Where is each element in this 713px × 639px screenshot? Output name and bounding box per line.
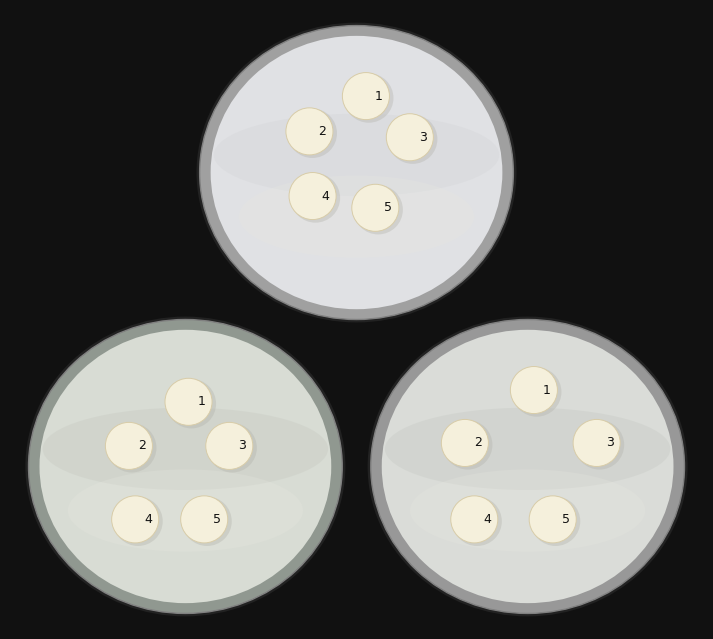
Text: 4: 4: [483, 513, 491, 526]
Ellipse shape: [385, 408, 670, 490]
Text: 3: 3: [238, 440, 246, 452]
Ellipse shape: [531, 497, 580, 546]
Ellipse shape: [410, 470, 645, 551]
Ellipse shape: [200, 26, 513, 320]
Ellipse shape: [183, 497, 232, 546]
Ellipse shape: [371, 320, 684, 613]
Text: A: A: [466, 293, 480, 311]
Ellipse shape: [529, 496, 576, 543]
Ellipse shape: [344, 73, 394, 123]
Ellipse shape: [352, 184, 399, 231]
Text: C: C: [637, 587, 650, 604]
Ellipse shape: [453, 497, 502, 546]
Ellipse shape: [206, 422, 253, 470]
Ellipse shape: [29, 320, 342, 613]
Ellipse shape: [197, 22, 516, 323]
Ellipse shape: [106, 422, 153, 470]
Ellipse shape: [287, 109, 337, 158]
Text: 5: 5: [384, 201, 392, 214]
Ellipse shape: [214, 114, 499, 196]
Text: 1: 1: [543, 383, 550, 397]
Ellipse shape: [43, 408, 328, 490]
Text: 1: 1: [375, 89, 383, 103]
Ellipse shape: [575, 420, 624, 470]
Ellipse shape: [165, 378, 212, 426]
Text: 2: 2: [474, 436, 482, 449]
Ellipse shape: [388, 114, 437, 164]
Ellipse shape: [342, 73, 389, 119]
Text: 3: 3: [605, 436, 613, 449]
Ellipse shape: [113, 497, 163, 546]
Ellipse shape: [239, 176, 474, 258]
Text: 5: 5: [213, 513, 221, 526]
Ellipse shape: [443, 420, 493, 470]
Text: B: B: [294, 587, 308, 604]
Text: 2: 2: [138, 440, 145, 452]
Ellipse shape: [511, 367, 558, 413]
Text: 1: 1: [198, 396, 205, 408]
Text: 3: 3: [419, 131, 426, 144]
Ellipse shape: [26, 316, 345, 617]
Ellipse shape: [573, 419, 620, 466]
Ellipse shape: [386, 114, 434, 161]
Ellipse shape: [451, 496, 498, 543]
Ellipse shape: [291, 173, 340, 222]
Ellipse shape: [286, 108, 333, 155]
Ellipse shape: [441, 419, 488, 466]
Ellipse shape: [207, 423, 257, 472]
Text: 5: 5: [562, 513, 570, 526]
Ellipse shape: [381, 330, 674, 603]
Ellipse shape: [112, 496, 159, 543]
Ellipse shape: [210, 36, 503, 309]
Ellipse shape: [354, 185, 403, 235]
Text: 4: 4: [144, 513, 152, 526]
Text: 4: 4: [322, 190, 329, 203]
Ellipse shape: [107, 423, 156, 472]
Ellipse shape: [512, 367, 561, 417]
Ellipse shape: [180, 496, 227, 543]
Ellipse shape: [68, 470, 303, 551]
Ellipse shape: [39, 330, 332, 603]
Text: 2: 2: [319, 125, 327, 138]
Ellipse shape: [289, 173, 336, 220]
Ellipse shape: [167, 379, 216, 428]
Ellipse shape: [368, 316, 687, 617]
